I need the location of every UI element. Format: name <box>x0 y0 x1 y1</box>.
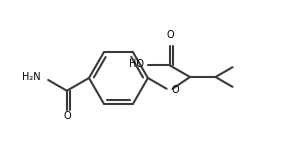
Text: O: O <box>63 111 71 121</box>
Text: O: O <box>172 85 179 95</box>
Text: H₂N: H₂N <box>22 72 40 82</box>
Text: HO: HO <box>129 59 144 69</box>
Text: O: O <box>167 30 174 40</box>
